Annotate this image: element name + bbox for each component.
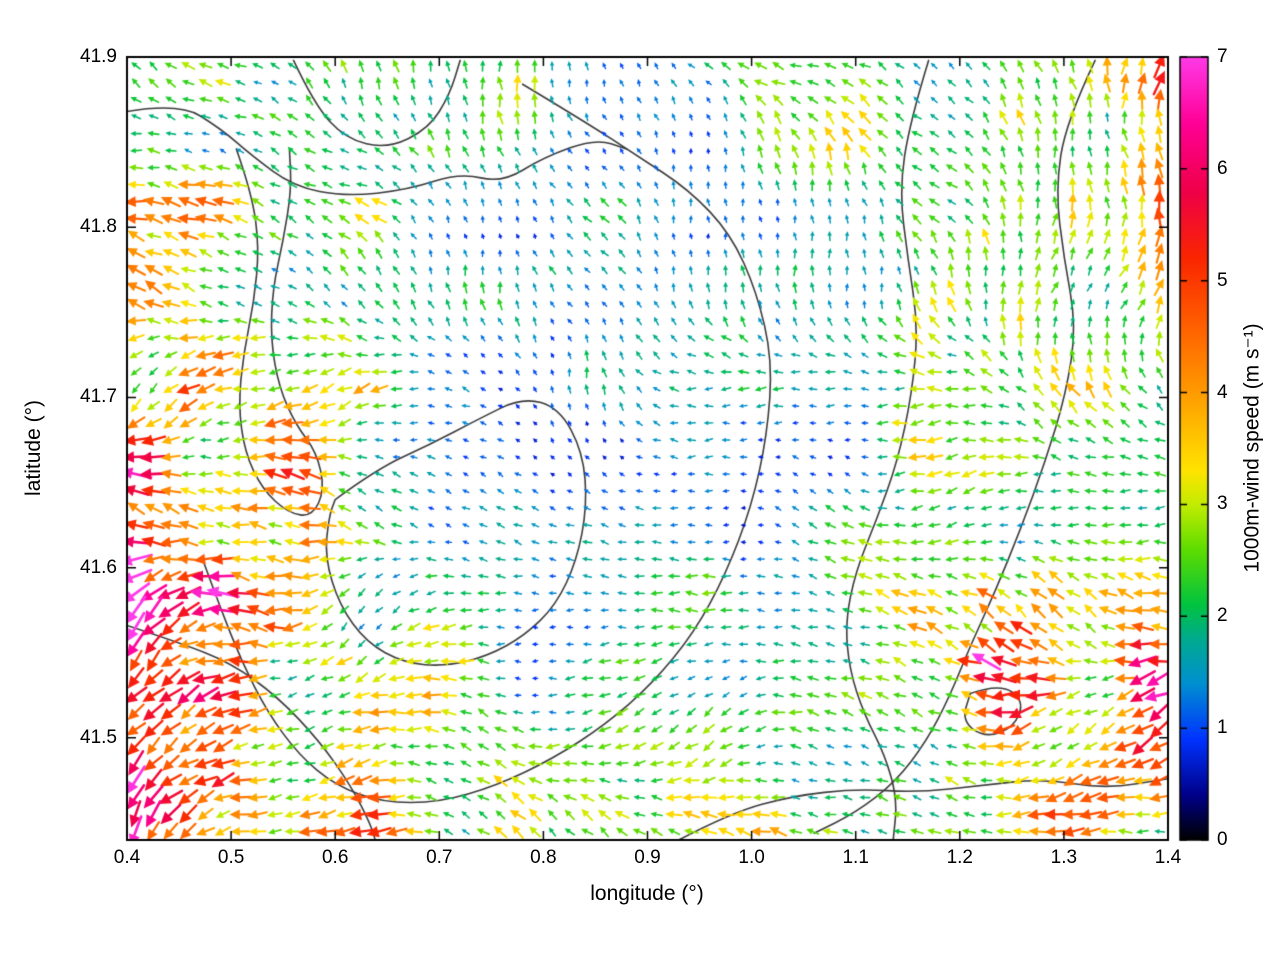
y-tick-label: 41.5 [80,726,117,748]
x-tick-label: 0.6 [321,847,349,868]
colorbar-tick-label: 4 [1217,381,1228,403]
x-tick-label: 0.4 [113,847,141,868]
x-tick-label: 1.0 [738,847,765,868]
y-tick-label: 41.6 [80,556,117,578]
x-tick-label: 1.4 [1154,847,1182,868]
colorbar-tick-label: 7 [1217,46,1228,67]
y-tick-label: 41.7 [80,386,117,408]
x-tick-label: 1.2 [946,847,974,868]
x-tick-label: 1.1 [842,847,869,868]
y-tick-label: 41.9 [80,46,117,67]
colorbar-tick-label: 0 [1217,829,1228,850]
colorbar-label: 1000m-wind speed (m s⁻¹) [1240,323,1264,573]
colorbar-tick-label: 1 [1217,717,1228,739]
colorbar-tick-label: 2 [1217,605,1228,627]
x-tick-label: 0.8 [530,847,557,868]
x-tick-label: 0.7 [426,847,453,868]
y-axis-label: latitude (°) [22,400,45,496]
y-tick-label: 41.8 [80,216,117,238]
x-tick-label: 0.9 [634,847,661,868]
colorbar-tick-label: 3 [1217,493,1228,515]
x-axis-label: longitude (°) [590,882,704,905]
x-tick-label: 0.5 [217,847,245,868]
colorbar-tick-label: 6 [1217,157,1228,179]
x-tick-label: 1.3 [1050,847,1078,868]
colorbar-tick-label: 5 [1217,269,1228,291]
